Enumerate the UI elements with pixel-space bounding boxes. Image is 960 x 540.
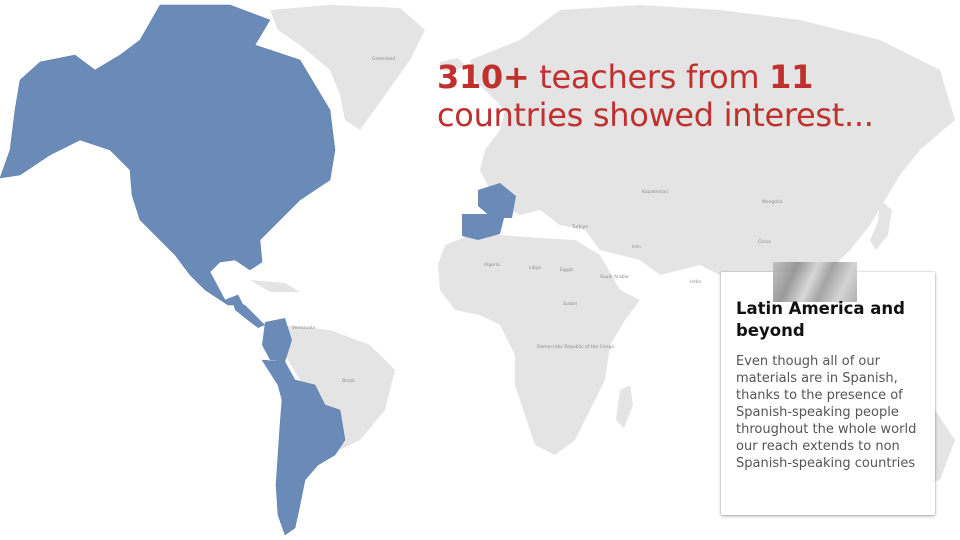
label-india: India [690,279,701,285]
tape-decoration [773,262,857,302]
cuba-land [250,280,300,292]
label-iran: Iran [632,244,641,250]
label-kazakhstan: Kazakhstan [642,189,668,195]
teacher-count: 310+ [437,58,530,96]
iceland-land [440,58,466,72]
eurasia-land [470,5,955,300]
label-mongolia: Mongolia [762,199,783,205]
label-saudi: Saudi Arabia [600,274,629,280]
southern-cone-region [261,359,346,536]
madagascar-land [616,385,633,428]
headline: 310+ teachers from 11 countries showed i… [437,58,937,134]
label-turkey: Turkiye [571,224,588,230]
label-sudan: Sudan [563,301,577,307]
colombia-region [262,318,292,362]
africa-land [438,235,640,455]
central-america-region [232,300,265,328]
headline-text-1: teachers from [529,58,770,96]
spain-region [462,214,505,240]
country-count: 11 [769,58,814,96]
label-libya: Libya [529,265,541,271]
card-title: Latin America and beyond [736,299,905,340]
label-brazil: Brazil [342,378,355,384]
label-drc: Democratic Republic of the Congo [537,344,614,350]
japan-land [870,200,892,250]
card-body: Even though all of our materials are in … [736,354,917,471]
north-america-region [0,4,336,306]
label-venezuela: Venezuela [292,325,315,331]
label-egypt: Egypt [560,267,573,273]
label-greenland: Greenland [372,56,395,62]
brazil-land [280,325,395,450]
label-china: China [758,239,771,245]
france-region [478,183,516,218]
label-algeria: Algeria [484,262,500,268]
headline-text-2: countries showed interest... [437,96,874,134]
info-card [721,272,935,515]
greenland-land [270,5,425,130]
